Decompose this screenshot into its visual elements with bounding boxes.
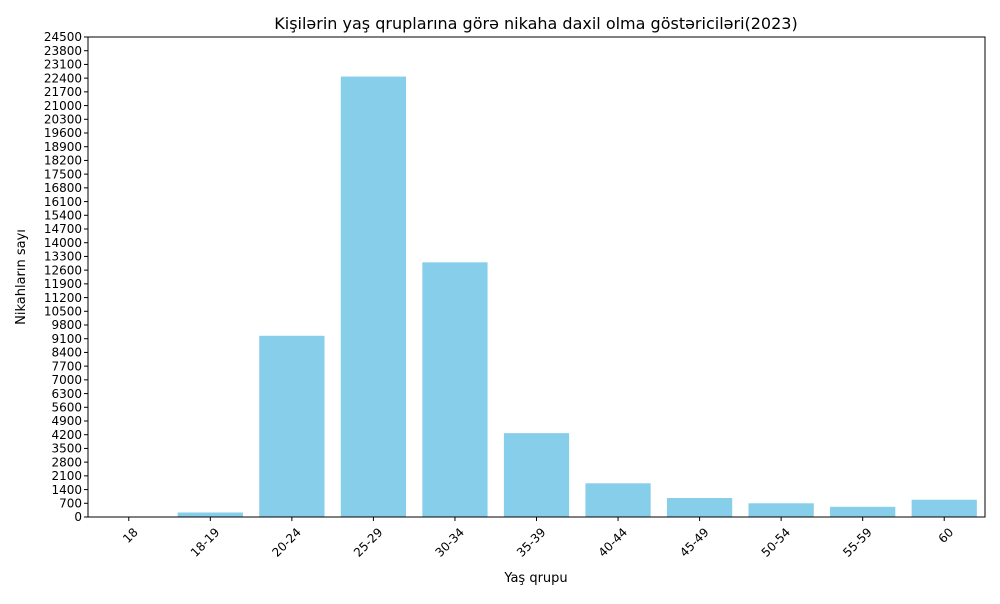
y-tick-label: 21000	[44, 99, 82, 113]
y-tick-label: 5600	[51, 400, 82, 414]
y-tick-label: 0	[74, 510, 82, 524]
y-tick-label: 7000	[51, 373, 82, 387]
x-axis: 18 18-19 20-24 25-29 30-34 35-39 40-44 45-49 50-…	[120, 517, 956, 560]
y-tick-label: 4900	[51, 414, 82, 428]
y-tick-label: 9100	[51, 332, 82, 346]
y-tick-label: 2800	[51, 455, 82, 469]
y-tick-label: 13300	[44, 250, 82, 264]
y-tick-label: 7700	[51, 359, 82, 373]
x-tick-label: 25-29	[351, 525, 386, 560]
y-tick-label: 3500	[51, 442, 82, 456]
y-tick-label: 700	[59, 496, 82, 510]
bars-group	[96, 77, 977, 517]
y-tick-label: 11200	[44, 291, 82, 305]
bar-20-24	[259, 336, 324, 517]
x-tick-label: 50-54	[759, 525, 794, 560]
bar-25-29	[341, 77, 406, 517]
x-axis-label: Yaş qrupu	[503, 571, 567, 586]
bar-45-49	[667, 498, 732, 517]
x-tick-label: 60	[936, 525, 957, 546]
y-tick-label: 18900	[44, 140, 82, 154]
y-tick-label: 9800	[51, 318, 82, 332]
y-tick-label: 10500	[44, 304, 82, 318]
bar-18-19	[178, 512, 243, 517]
y-tick-label: 8400	[51, 346, 82, 360]
bar-50-54	[749, 503, 814, 517]
y-tick-label: 21700	[44, 85, 82, 99]
y-tick-label: 14700	[44, 222, 82, 236]
y-tick-label: 17500	[44, 167, 82, 181]
y-tick-label: 2100	[51, 469, 82, 483]
x-tick-label: 30-34	[432, 525, 467, 560]
x-tick-label: 18-19	[188, 525, 223, 560]
y-axis: 0700140021002800350042004900560063007000…	[44, 30, 88, 524]
y-tick-label: 19600	[44, 126, 82, 140]
y-tick-label: 16800	[44, 181, 82, 195]
y-axis-label: Nikahların sayı	[14, 229, 29, 325]
y-tick-label: 23100	[44, 58, 82, 72]
bar-30-34	[422, 262, 487, 517]
x-tick-label: 35-39	[514, 525, 549, 560]
y-tick-label: 14000	[44, 236, 82, 250]
chart-title: Kişilərin yaş qruplarına görə nikaha dax…	[274, 14, 797, 33]
x-tick-label: 40-44	[596, 525, 631, 560]
y-tick-label: 6300	[51, 387, 82, 401]
y-tick-label: 12600	[44, 263, 82, 277]
x-tick-label: 18	[120, 525, 141, 546]
y-tick-label: 22400	[44, 71, 82, 85]
bar-60	[912, 500, 977, 517]
x-tick-label: 55-59	[840, 525, 875, 560]
y-tick-label: 4200	[51, 428, 82, 442]
y-tick-label: 1400	[51, 483, 82, 497]
y-tick-label: 11900	[44, 277, 82, 291]
x-tick-label: 20-24	[269, 525, 304, 560]
y-tick-label: 23800	[44, 44, 82, 58]
bar-35-39	[504, 433, 569, 517]
bar-40-44	[585, 483, 650, 517]
y-tick-label: 15400	[44, 208, 82, 222]
bar-55-59	[830, 507, 895, 517]
x-tick-label: 45-49	[677, 525, 712, 560]
y-tick-label: 18200	[44, 154, 82, 168]
y-tick-label: 16100	[44, 195, 82, 209]
y-tick-label: 20300	[44, 112, 82, 126]
y-tick-label: 24500	[44, 30, 82, 44]
